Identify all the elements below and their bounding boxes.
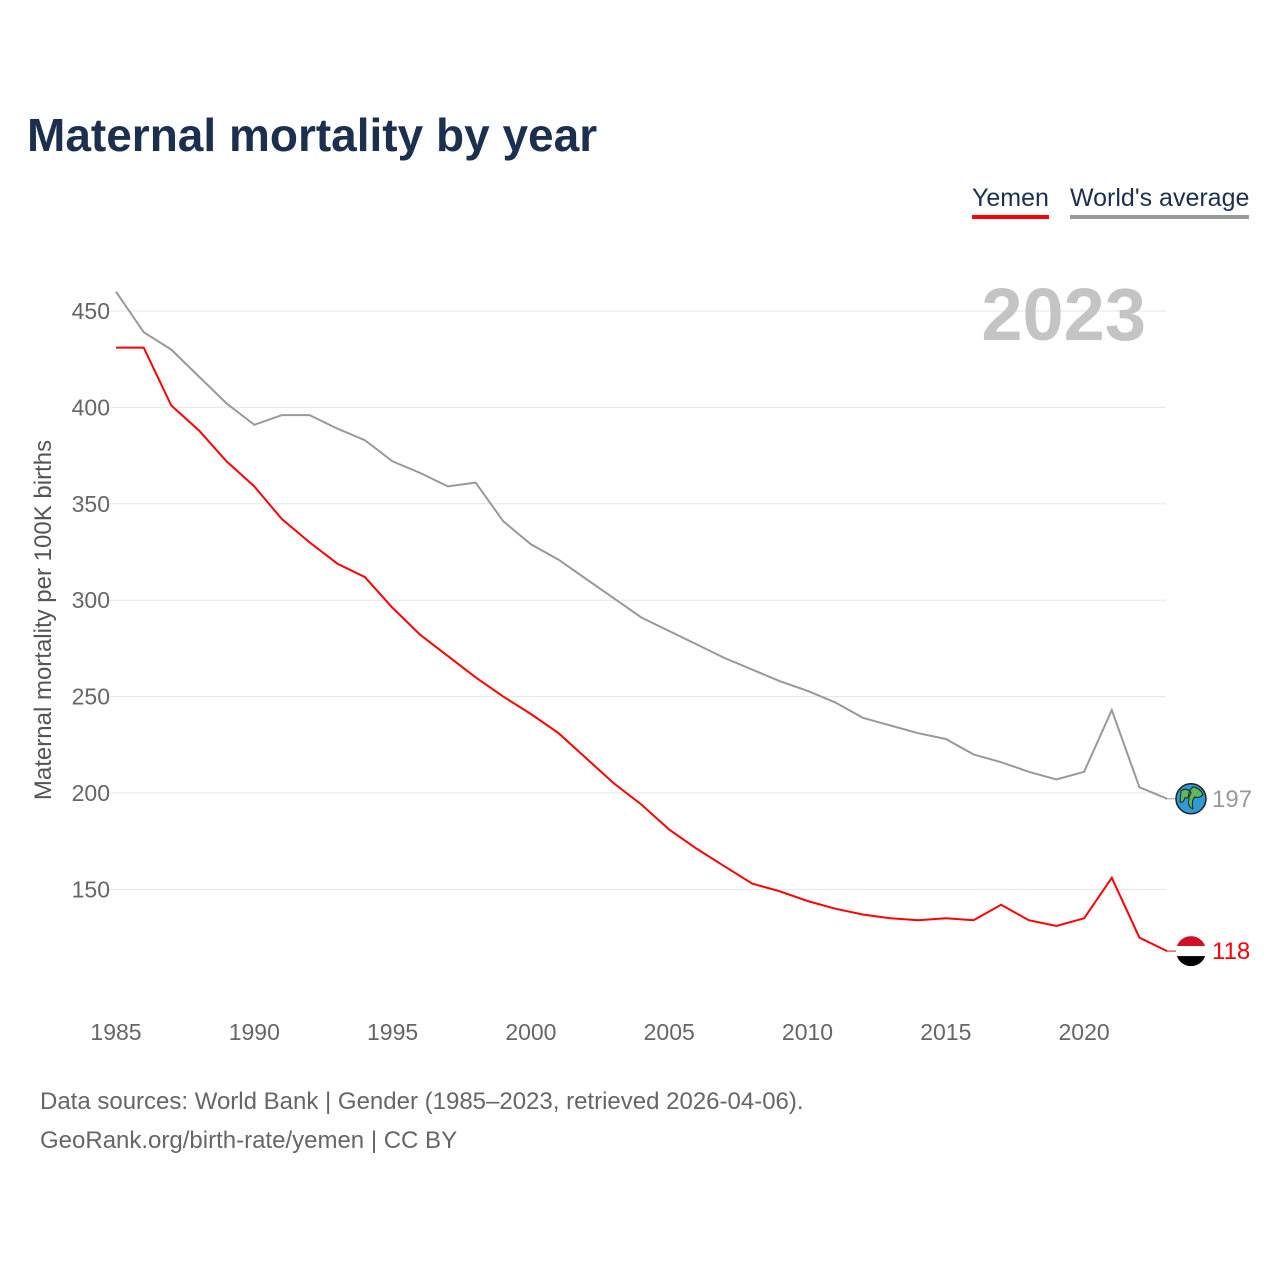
y-tick-label: 250 (72, 684, 110, 710)
y-tick-label: 350 (72, 491, 110, 517)
flag-black-stripe (1176, 956, 1206, 967)
globe-icon (1175, 783, 1207, 815)
legend-world-average[interactable]: World's average (1070, 184, 1250, 219)
end-value-label: 197 (1212, 786, 1252, 813)
x-tick-label: 1995 (367, 1019, 418, 1045)
y-axis-label: Maternal mortality per 100K births (30, 440, 57, 800)
x-tick-label: 2015 (920, 1019, 971, 1045)
chart-title: Maternal mortality by year (27, 109, 598, 161)
globe-land (1179, 786, 1204, 810)
x-tick-label: 2000 (505, 1019, 556, 1045)
x-tick-label: 1990 (229, 1019, 280, 1045)
series-line-world-average (115, 291, 1168, 800)
yemen-flag-icon (1176, 936, 1206, 967)
y-tick-label: 450 (72, 298, 110, 324)
legend-yemen[interactable]: Yemen (972, 184, 1049, 219)
flag-red-stripe (1176, 936, 1206, 947)
flag-white-stripe (1176, 946, 1206, 957)
footer-sources: Data sources: World Bank | Gender (1985–… (40, 1088, 804, 1115)
footer-attribution[interactable]: GeoRank.org/birth-rate/yemen | CC BY (40, 1127, 458, 1154)
x-tick-label: 2005 (644, 1019, 695, 1045)
x-tick-label: 1985 (90, 1019, 141, 1045)
y-tick-label: 400 (72, 394, 110, 420)
year-watermark: 2023 (981, 273, 1146, 356)
x-tick-label: 2020 (1059, 1019, 1110, 1045)
x-tick-label: 2010 (782, 1019, 833, 1045)
y-tick-label: 150 (72, 876, 110, 902)
y-tick-label: 200 (72, 780, 110, 806)
end-value-label: 118 (1212, 938, 1250, 965)
series-line-yemen (116, 346, 1168, 952)
y-tick-label: 300 (72, 587, 110, 613)
